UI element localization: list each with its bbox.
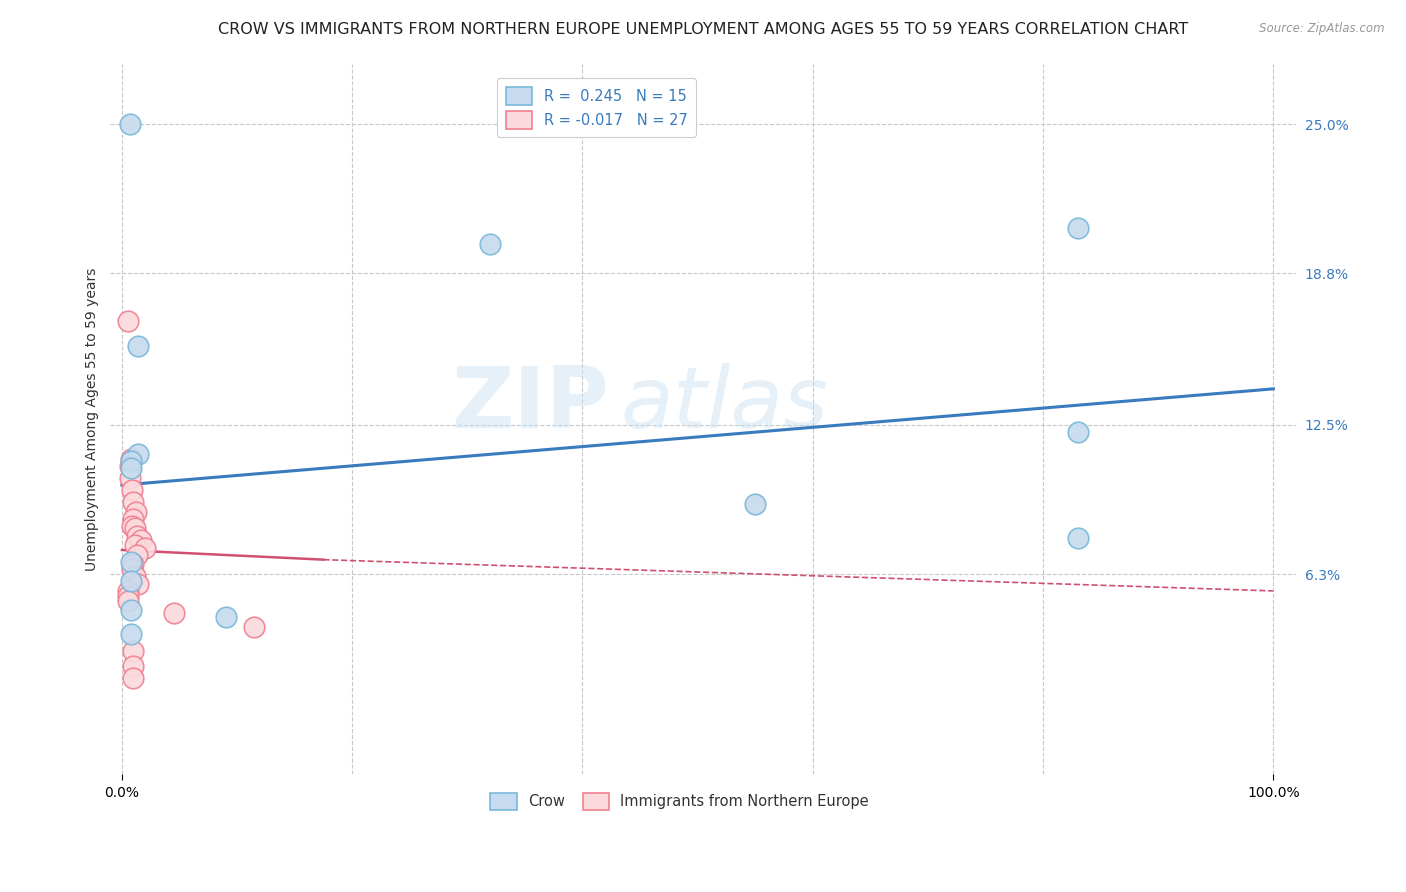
- Point: [125, 504, 148, 518]
- Point: [1066, 531, 1088, 545]
- Text: atlas: atlas: [620, 363, 828, 446]
- Point: [120, 454, 142, 468]
- Point: [118, 458, 141, 473]
- Point: [1066, 425, 1088, 439]
- Point: [744, 497, 766, 511]
- Point: [124, 521, 146, 535]
- Point: [214, 610, 236, 624]
- Point: [122, 512, 145, 526]
- Text: Source: ZipAtlas.com: Source: ZipAtlas.com: [1260, 22, 1385, 36]
- Y-axis label: Unemployment Among Ages 55 to 59 years: Unemployment Among Ages 55 to 59 years: [86, 268, 100, 571]
- Point: [118, 471, 141, 485]
- Text: CROW VS IMMIGRANTS FROM NORTHERN EUROPE UNEMPLOYMENT AMONG AGES 55 TO 59 YEARS C: CROW VS IMMIGRANTS FROM NORTHERN EUROPE …: [218, 22, 1188, 37]
- Point: [127, 338, 149, 352]
- Point: [120, 627, 142, 641]
- Point: [125, 548, 148, 562]
- Point: [121, 483, 143, 497]
- Point: [127, 576, 149, 591]
- Point: [125, 528, 148, 542]
- Point: [120, 555, 142, 569]
- Point: [120, 603, 142, 617]
- Point: [118, 117, 141, 131]
- Point: [479, 237, 502, 252]
- Text: ZIP: ZIP: [451, 363, 609, 446]
- Point: [121, 519, 143, 533]
- Point: [127, 447, 149, 461]
- Point: [120, 451, 142, 466]
- Point: [117, 593, 139, 607]
- Point: [243, 620, 266, 634]
- Point: [122, 558, 145, 572]
- Point: [117, 589, 139, 603]
- Point: [134, 541, 156, 555]
- Point: [124, 538, 146, 552]
- Point: [121, 562, 143, 576]
- Point: [122, 495, 145, 509]
- Legend: Crow, Immigrants from Northern Europe: Crow, Immigrants from Northern Europe: [485, 787, 875, 816]
- Point: [122, 671, 145, 685]
- Point: [1066, 220, 1088, 235]
- Point: [120, 461, 142, 475]
- Point: [117, 583, 139, 598]
- Point: [124, 569, 146, 583]
- Point: [122, 644, 145, 658]
- Point: [120, 574, 142, 589]
- Point: [122, 658, 145, 673]
- Point: [117, 314, 139, 328]
- Point: [131, 533, 153, 548]
- Point: [163, 606, 186, 620]
